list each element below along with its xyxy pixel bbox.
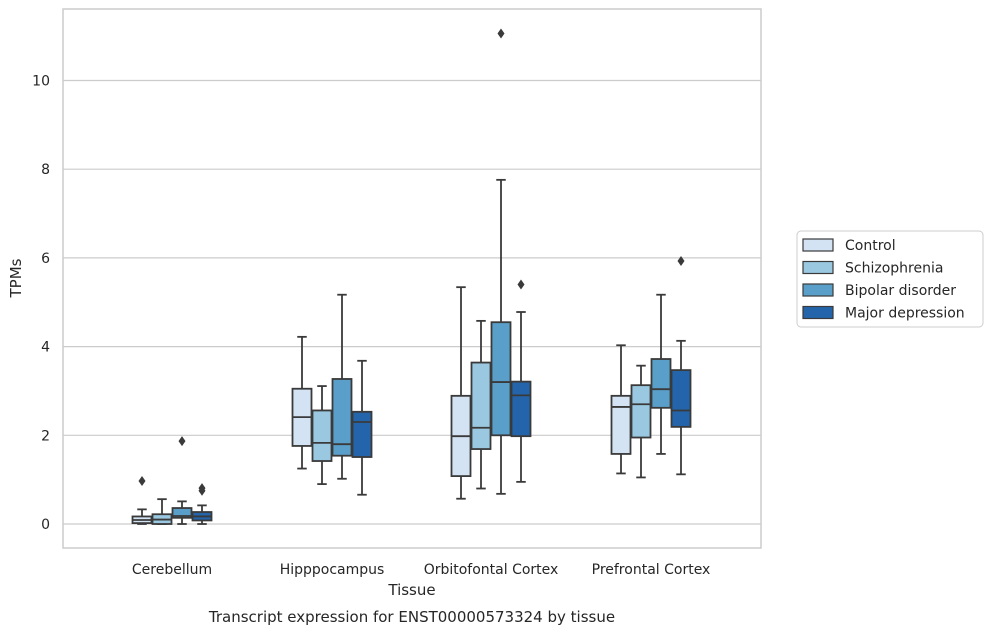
legend: Control Schizophrenia Bipolar disorder Majo… [796,230,984,328]
legend-label: Control [845,238,896,254]
box-iqr [670,369,692,428]
outlier-point [178,436,186,447]
boxes-layer [131,28,692,525]
box-iqr [331,378,353,457]
x-tick-labels: Cerebellum Hipppocampus Orbitofontal Corte… [132,562,710,578]
x-axis-title: Tissue [387,581,435,599]
box-bipolar-disorder [650,293,672,455]
y-tick-label: 8 [41,162,50,178]
x-tick-label: Hipppocampus [280,562,385,578]
legend-label: Schizophrenia [845,261,943,277]
box-bipolar-disorder [490,28,512,495]
box-major-depression [351,359,373,496]
plot-frame [62,8,762,549]
box-control [610,344,632,475]
legend-swatch [802,283,834,297]
box-bipolar-disorder [171,436,193,525]
outlier-point [198,483,206,494]
box-major-depression [191,483,213,525]
y-tick-label: 0 [41,517,50,533]
chart-title: Transcript expression for ENST0000057332… [208,608,615,626]
box-schizophrenia [311,385,333,485]
box-schizophrenia [630,364,652,479]
box-iqr [510,380,532,438]
outlier-point [517,279,525,290]
box-major-depression [670,256,692,476]
y-tick-labels: 0 2 4 6 8 10 [32,74,50,534]
x-tick-label: Orbitofontal Cortex [424,562,559,578]
box-control [131,475,153,525]
outlier-point [138,475,146,486]
box-iqr [171,507,193,519]
box-iqr [630,384,652,439]
box-control [450,286,472,500]
legend-frame [796,230,984,328]
legend-swatch [802,305,834,320]
box-iqr [650,358,672,409]
legend-swatch [802,260,834,275]
y-tick-label: 4 [41,340,50,356]
box-schizophrenia [470,319,492,490]
x-tick-label: Prefrontal Cortex [592,562,711,578]
box-bipolar-disorder [331,293,353,480]
y-tick-label: 6 [41,251,50,267]
box-iqr [351,410,373,458]
outlier-point [677,256,685,267]
box-iqr [470,361,492,450]
box-iqr [490,321,512,437]
box-iqr [311,409,333,462]
y-tick-label: 10 [32,74,50,90]
box-control [291,335,313,470]
plot-background [63,9,761,548]
box-schizophrenia [151,498,173,525]
legend-label: Bipolar disorder [845,283,956,299]
box-iqr [610,394,632,455]
x-tick-label: Cerebellum [132,562,212,578]
outlier-point [497,28,505,39]
y-tick-label: 2 [41,428,50,444]
legend-label: Major depression [845,306,965,322]
y-axis-title: TPMs [7,258,25,298]
box-major-depression [510,279,532,483]
gridlines [63,79,761,525]
legend-swatch [802,238,834,252]
